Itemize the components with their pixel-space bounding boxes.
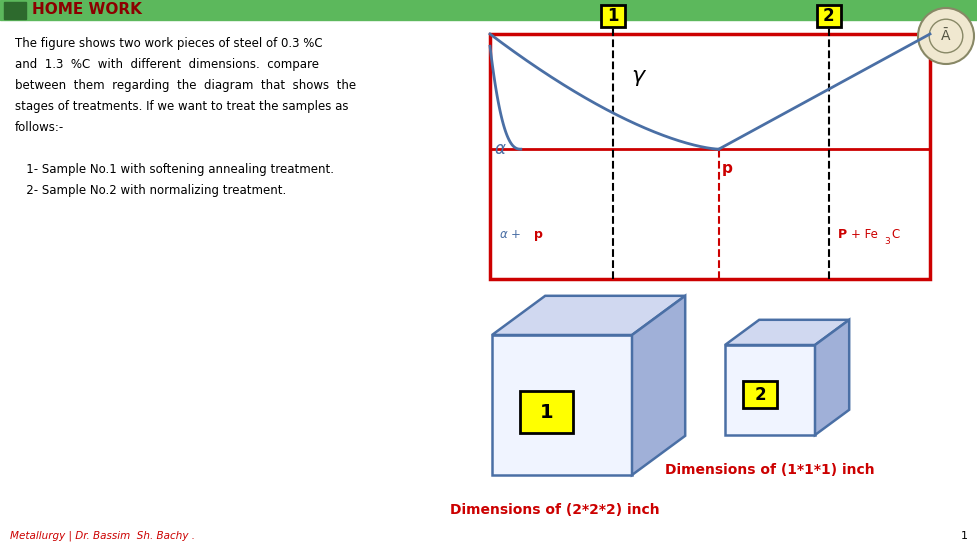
Text: between  them  regarding  the  diagram  that  shows  the: between them regarding the diagram that …	[15, 79, 356, 92]
Text: Metallurgy | Dr. Bassim  Sh. Bachy .: Metallurgy | Dr. Bassim Sh. Bachy .	[10, 531, 194, 541]
Text: follows:-: follows:-	[15, 121, 64, 134]
Text: $\alpha$: $\alpha$	[494, 140, 507, 158]
Polygon shape	[491, 296, 685, 335]
Text: $\alpha$ +: $\alpha$ +	[498, 229, 522, 241]
Text: Dimensions of (2*2*2) inch: Dimensions of (2*2*2) inch	[449, 503, 659, 517]
Text: 2- Sample No.2 with normalizing treatment.: 2- Sample No.2 with normalizing treatmen…	[15, 184, 286, 197]
Bar	[4, 2, 26, 19]
Text: Ā: Ā	[940, 29, 950, 43]
Text: stages of treatments. If we want to treat the samples as: stages of treatments. If we want to trea…	[15, 100, 348, 113]
Bar	[489, 34, 929, 279]
Text: C: C	[890, 229, 899, 241]
Text: 1: 1	[607, 7, 618, 25]
Text: p: p	[721, 161, 732, 176]
Text: The figure shows two work pieces of steel of 0.3 %C: The figure shows two work pieces of stee…	[15, 37, 322, 50]
Text: p: p	[533, 229, 542, 241]
Text: 2: 2	[753, 386, 765, 404]
Text: 1- Sample No.1 with softening annealing treatment.: 1- Sample No.1 with softening annealing …	[15, 163, 334, 176]
Text: Dimensions of (1*1*1) inch: Dimensions of (1*1*1) inch	[664, 463, 873, 477]
Text: HOME WORK: HOME WORK	[32, 3, 142, 18]
Text: 1: 1	[539, 403, 553, 422]
Text: and  1.3  %C  with  different  dimensions.  compare: and 1.3 %C with different dimensions. co…	[15, 58, 319, 71]
Bar	[743, 381, 777, 408]
Bar	[816, 5, 840, 27]
Text: P: P	[836, 229, 846, 241]
Text: 1: 1	[960, 531, 967, 541]
Text: 3: 3	[883, 236, 889, 246]
Text: + Fe: + Fe	[850, 229, 876, 241]
Bar	[0, 0, 977, 20]
Polygon shape	[491, 335, 631, 475]
Circle shape	[917, 8, 973, 64]
Polygon shape	[814, 320, 848, 435]
Polygon shape	[724, 345, 814, 435]
Bar	[601, 5, 624, 27]
Text: 2: 2	[823, 7, 833, 25]
Bar	[520, 391, 573, 433]
Polygon shape	[631, 296, 685, 475]
Polygon shape	[724, 320, 848, 345]
Text: $\gamma$: $\gamma$	[630, 68, 646, 88]
